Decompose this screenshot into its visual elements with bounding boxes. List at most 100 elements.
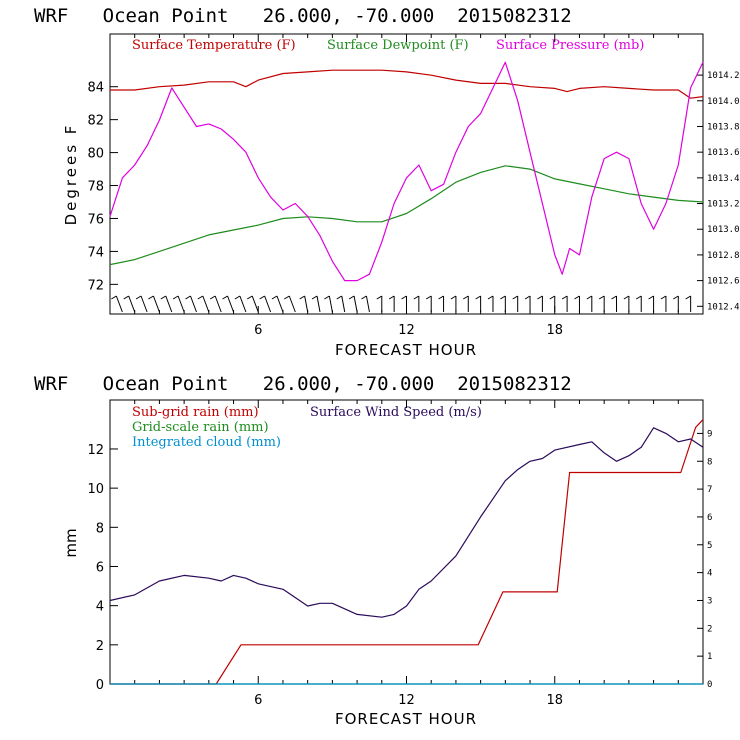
y2-tick-label: 1013.2 <box>707 200 740 210</box>
y-tick-label: 0 <box>96 678 104 693</box>
wind-barb <box>450 295 457 312</box>
x-axis-label: FORECAST HOUR <box>335 341 477 359</box>
wind-barb <box>324 295 333 313</box>
x-tick-label: 18 <box>546 323 563 338</box>
wind-barb <box>598 295 605 312</box>
y2-tick-label: 7 <box>707 485 712 495</box>
legend-wind-speed: Surface Wind Speed (m/s) <box>310 405 482 420</box>
wind-barb <box>463 295 469 312</box>
wind-barb <box>487 295 494 312</box>
x-tick-label: 6 <box>254 693 262 708</box>
y-tick-label: 4 <box>96 600 104 615</box>
wind-barb <box>259 295 272 313</box>
x-tick-label: 18 <box>546 693 563 708</box>
y-tick-label: 10 <box>87 482 104 497</box>
wind-barb <box>524 295 531 312</box>
legend-subgrid-rain: Sub-grid rain (mm) <box>132 405 259 420</box>
wind-barb <box>336 295 346 313</box>
wind-barb <box>361 295 370 313</box>
temperature-pressure-panel: WRF Ocean Point 26.000, -70.000 20150823… <box>34 5 740 359</box>
x-tick-label: 6 <box>254 323 262 338</box>
wind-barb <box>111 295 123 313</box>
wind-barb <box>160 295 173 313</box>
wind-barb <box>512 295 519 312</box>
y-axis-label-2: mm <box>62 528 80 557</box>
y-tick-label: 78 <box>87 180 104 195</box>
chart-title: WRF Ocean Point 26.000, -70.000 20150823… <box>34 5 572 27</box>
wind-barb <box>611 295 618 312</box>
y2-tick-label: 5 <box>707 541 712 551</box>
wind-barb <box>148 295 160 313</box>
series-surface-dewpoint-f <box>109 165 704 266</box>
wind-barb <box>401 295 407 312</box>
wind-barb <box>574 295 580 312</box>
wind-barb <box>635 295 642 312</box>
y-tick-label: 84 <box>87 81 104 96</box>
y2-tick-label: 1013.6 <box>707 148 740 158</box>
wind-barb <box>623 295 630 312</box>
y-tick-label: 72 <box>87 278 104 293</box>
legend-dewpoint: Surface Dewpoint (F) <box>327 38 469 53</box>
wind-barb <box>425 295 432 312</box>
legend-pressure: Surface Pressure (mb) <box>496 38 644 53</box>
y2-tick-label: 1012.4 <box>707 302 740 312</box>
y-tick-label: 6 <box>96 560 104 575</box>
series-surface-wind-speed-m-s <box>109 427 704 618</box>
wind-barb <box>246 295 259 313</box>
y2-tick-label: 8 <box>707 457 712 467</box>
wind-barb <box>413 295 420 312</box>
wind-barb <box>561 295 568 312</box>
wind-barb <box>648 295 655 312</box>
rain-wind-panel: WRF Ocean Point 26.000, -70.000 20150823… <box>34 373 712 728</box>
chart-title-2: WRF Ocean Point 26.000, -70.000 20150823… <box>34 373 572 395</box>
y-tick-label: 80 <box>87 147 104 162</box>
series-sub-grid-rain-mm <box>110 419 704 685</box>
y-tick-label: 2 <box>96 639 104 654</box>
wind-barb <box>685 295 692 312</box>
legend-temperature: Surface Temperature (F) <box>132 38 296 53</box>
y2-tick-label: 3 <box>707 596 712 606</box>
series-surface-pressure-mb <box>109 61 704 282</box>
wind-barb <box>209 295 222 313</box>
y2-tick-label: 1013.8 <box>707 122 740 132</box>
wind-barb <box>172 295 185 313</box>
wind-barb <box>500 295 506 312</box>
wind-barb <box>537 295 543 312</box>
y-tick-label: 74 <box>87 245 104 260</box>
wind-barb <box>197 295 210 313</box>
y-tick-label: 8 <box>96 521 104 536</box>
wind-barb <box>234 295 247 313</box>
x-tick-label: 12 <box>398 323 415 338</box>
wind-barb <box>284 295 296 313</box>
y-tick-label: 12 <box>87 443 104 458</box>
y2-tick-label: 1014.0 <box>707 97 740 107</box>
wind-barb <box>549 295 556 312</box>
x-axis-label-2: FORECAST HOUR <box>335 710 477 728</box>
y-tick-label: 76 <box>87 212 104 227</box>
wind-barb <box>123 295 136 313</box>
wind-barb <box>438 295 445 312</box>
y2-tick-label: 6 <box>707 513 712 523</box>
wind-barb <box>299 295 309 313</box>
y2-tick-label: 2 <box>707 624 712 634</box>
y-axis-label: Degrees F <box>62 123 80 226</box>
legend-gridscale-rain: Grid-scale rain (mm) <box>132 420 269 435</box>
plot-frame <box>109 33 704 315</box>
wind-barb <box>222 295 235 313</box>
y2-tick-label: 4 <box>707 569 712 579</box>
y2-tick-label: 9 <box>707 429 712 439</box>
y2-tick-label: 1 <box>707 652 712 662</box>
wind-barb <box>475 295 482 312</box>
wind-barb <box>271 295 284 313</box>
y-tick-label: 82 <box>87 114 104 129</box>
y2-tick-label: 1012.8 <box>707 251 740 261</box>
legend-integrated-cloud: Integrated cloud (mm) <box>132 435 281 450</box>
wind-barb <box>388 295 395 312</box>
y2-tick-label: 1013.4 <box>707 174 740 184</box>
x-tick-label: 12 <box>398 693 415 708</box>
wind-barb <box>348 295 358 313</box>
wind-barb <box>185 295 197 313</box>
wind-barb <box>376 295 383 312</box>
wind-barb <box>660 295 667 312</box>
wind-barb <box>135 295 148 313</box>
